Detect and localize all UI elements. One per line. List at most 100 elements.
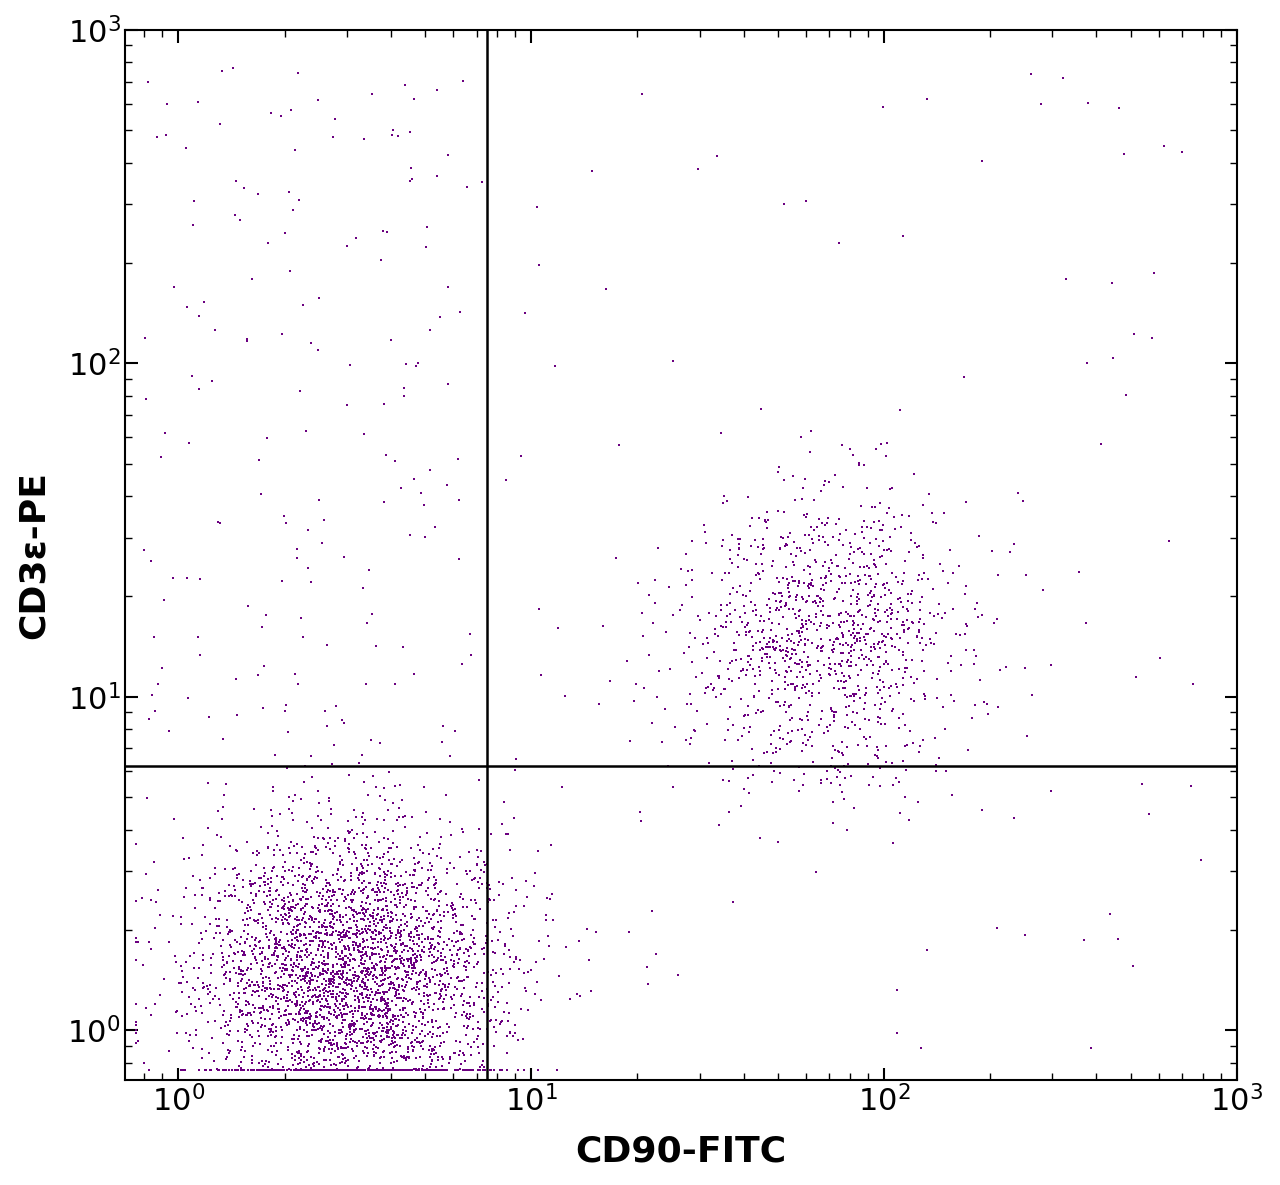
Point	[858, 624, 878, 643]
Point	[407, 835, 428, 854]
Point	[806, 594, 827, 613]
Point	[173, 982, 193, 1001]
Point	[264, 857, 284, 876]
Point	[874, 579, 895, 598]
Point	[744, 687, 764, 706]
Point	[256, 917, 276, 936]
Point	[570, 931, 590, 950]
Point	[440, 1048, 461, 1066]
Point	[465, 890, 485, 909]
Point	[308, 1039, 329, 1058]
Point	[376, 897, 397, 916]
Point	[691, 664, 712, 683]
Point	[270, 840, 291, 859]
Point	[452, 655, 472, 674]
Point	[285, 982, 306, 1001]
Point	[792, 610, 813, 629]
Point	[291, 789, 311, 808]
Point	[440, 941, 461, 960]
Point	[820, 774, 841, 793]
Point	[159, 1042, 179, 1061]
Point	[836, 603, 856, 622]
Point	[365, 890, 385, 909]
Point	[823, 813, 844, 832]
Point	[378, 801, 398, 820]
Point	[806, 517, 827, 536]
Point	[276, 513, 297, 532]
Point	[923, 579, 943, 598]
Point	[319, 947, 339, 966]
Point	[328, 965, 348, 984]
Point	[328, 1061, 348, 1080]
Point	[408, 1061, 429, 1080]
Point	[333, 1061, 353, 1080]
Point	[477, 980, 498, 999]
Point	[297, 1061, 317, 1080]
Point	[385, 934, 406, 953]
Point	[325, 942, 346, 961]
Point	[507, 1061, 527, 1080]
Point	[895, 662, 915, 681]
Point	[252, 1061, 273, 1080]
Point	[737, 550, 758, 569]
Point	[403, 954, 424, 973]
Point	[262, 1023, 283, 1042]
Point	[298, 963, 319, 982]
Point	[383, 992, 403, 1011]
Point	[842, 581, 863, 600]
Point	[413, 1005, 434, 1024]
Point	[463, 909, 484, 928]
Point	[233, 877, 253, 896]
Point	[375, 864, 396, 883]
Point	[797, 630, 818, 649]
Point	[526, 953, 547, 972]
Point	[388, 1007, 408, 1026]
Point	[271, 325, 292, 344]
Point	[915, 635, 936, 654]
Point	[854, 628, 874, 647]
Point	[374, 927, 394, 946]
Point	[338, 821, 358, 840]
Point	[284, 837, 305, 856]
Point	[876, 642, 896, 661]
Point	[320, 916, 340, 935]
Point	[585, 923, 605, 942]
Point	[387, 857, 407, 876]
Point	[384, 1027, 404, 1046]
Point	[236, 984, 256, 1003]
Point	[306, 844, 326, 863]
Point	[463, 993, 484, 1012]
Point	[356, 861, 376, 880]
Point	[182, 866, 202, 885]
Point	[872, 688, 892, 707]
Point	[776, 534, 796, 553]
Point	[315, 1038, 335, 1057]
Point	[343, 1042, 364, 1061]
Point	[344, 1023, 365, 1042]
Point	[332, 1020, 352, 1039]
Point	[289, 1043, 310, 1062]
Point	[140, 1061, 160, 1080]
Point	[349, 975, 370, 994]
Point	[397, 1061, 417, 1080]
Point	[956, 493, 977, 512]
Point	[477, 856, 498, 875]
Point	[358, 1026, 379, 1045]
Point	[538, 888, 558, 907]
Point	[301, 767, 321, 786]
Point	[247, 841, 268, 860]
Point	[909, 742, 929, 761]
Point	[369, 848, 389, 867]
Point	[260, 885, 280, 904]
Point	[369, 880, 389, 899]
Point	[512, 1030, 532, 1049]
Point	[375, 790, 396, 809]
Point	[284, 1061, 305, 1080]
Point	[879, 527, 900, 546]
Point	[659, 577, 680, 596]
Point	[759, 629, 780, 648]
Point	[303, 1057, 324, 1076]
Point	[246, 884, 266, 903]
Point	[233, 871, 253, 890]
Point	[216, 954, 237, 973]
